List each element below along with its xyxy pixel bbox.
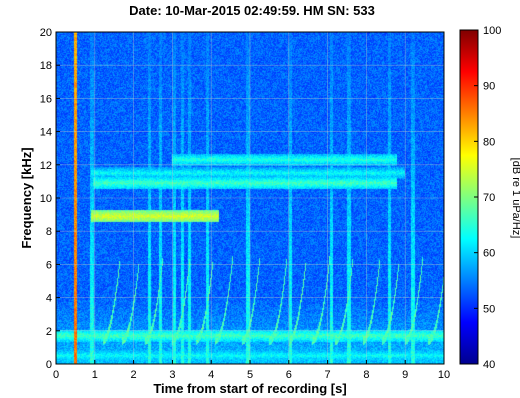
y-tick-label: 18	[40, 60, 52, 72]
colorbar-tick-label: 60	[483, 248, 495, 260]
chart-title: Date: 10-Mar-2015 02:49:59. HM SN: 533	[129, 3, 375, 18]
x-tick-label: 10	[438, 369, 450, 381]
y-tick-label: 6	[46, 259, 52, 271]
x-tick-label: 0	[53, 369, 59, 381]
x-tick-label: 9	[402, 369, 408, 381]
x-axis-label: Time from start of recording [s]	[153, 381, 346, 396]
x-tick-label: 2	[131, 369, 137, 381]
colorbar-tick-label: 50	[483, 303, 495, 315]
x-tick-label: 8	[363, 369, 369, 381]
x-tick-label: 6	[286, 369, 292, 381]
y-tick-label: 12	[40, 160, 52, 172]
y-tick-label: 14	[40, 127, 52, 139]
y-tick-label: 8	[46, 226, 52, 238]
colorbar-tick-label: 70	[483, 192, 495, 204]
x-tick-label: 3	[169, 369, 175, 381]
x-tick-label: 7	[325, 369, 331, 381]
y-tick-label: 0	[46, 359, 52, 371]
y-tick-label: 2	[46, 326, 52, 338]
y-tick-label: 20	[40, 27, 52, 39]
y-axis-label: Frequency [kHz]	[19, 147, 34, 248]
y-tick-label: 10	[40, 193, 52, 205]
colorbar-ticks: 40 50 60 70 80 90 100	[474, 25, 501, 371]
y-tick-label: 4	[46, 293, 52, 305]
y-axis: 0 2 4 6 8 10 12 14 16 18 20	[40, 27, 60, 371]
y-tick-label: 16	[40, 93, 52, 105]
x-tick-label: 5	[247, 369, 253, 381]
colorbar-label: [dB re 1 uPa/Hz]	[510, 158, 520, 239]
x-tick-label: 4	[208, 369, 214, 381]
x-tick-label: 1	[92, 369, 98, 381]
colorbar-tick-label: 100	[483, 25, 501, 37]
x-axis: 0 1 2 3 4 5 6 7 8 9 10	[53, 360, 450, 381]
colorbar-tick-label: 90	[483, 81, 495, 93]
colorbar: 40 50 60 70 80 90 100 [dB re 1 uPa/Hz]	[459, 25, 520, 371]
colorbar-tick-label: 40	[483, 359, 495, 371]
colorbar-tick-label: 80	[483, 136, 495, 148]
